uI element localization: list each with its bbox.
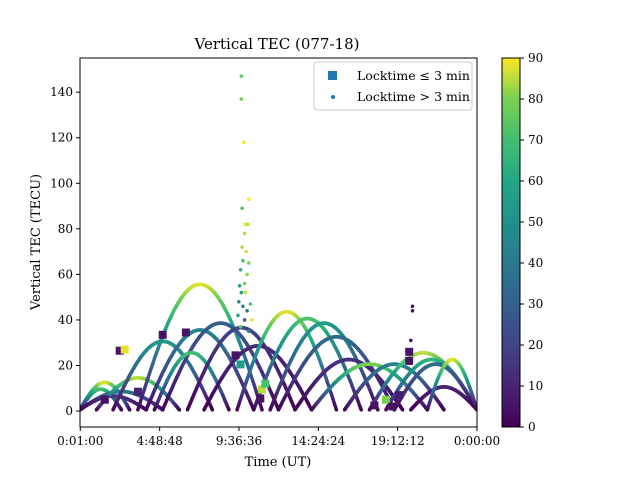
- tec-point: [227, 407, 231, 412]
- locktime-square: [181, 328, 190, 337]
- tec-point: [245, 309, 249, 313]
- legend-dot-marker: [331, 95, 335, 99]
- locktime-square: [388, 402, 397, 411]
- tec-point: [244, 249, 248, 254]
- tec-point: [239, 74, 244, 78]
- colorbar-ticks: 0 10 20 30 40 50 60 70 80 90: [520, 51, 543, 434]
- tec-point: [177, 407, 182, 412]
- legend-label-locktime-short: Locktime ≤ 3 min: [357, 68, 470, 83]
- locktime-square: [120, 345, 129, 354]
- colorbar-tick-label: 30: [528, 297, 543, 311]
- locktime-square: [256, 394, 265, 403]
- colorbar-gradient: [501, 57, 521, 428]
- tec-point: [238, 325, 243, 329]
- y-tick-label: 40: [58, 313, 73, 327]
- tec-point: [238, 268, 243, 272]
- locktime-square: [370, 401, 379, 410]
- tec-point: [210, 407, 215, 412]
- tec-point: [246, 329, 251, 334]
- locktime-square: [382, 395, 390, 404]
- tec-point: [410, 309, 415, 313]
- tec-point: [410, 304, 415, 309]
- tec-point: [250, 318, 254, 322]
- tec-point: [127, 407, 132, 412]
- legend-square-marker: [328, 71, 337, 80]
- colorbar-tick-label: 20: [528, 338, 543, 352]
- colorbar-tick-label: 70: [528, 133, 543, 147]
- tec-point: [400, 407, 405, 412]
- tec-point: [243, 290, 248, 295]
- locktime-square: [395, 391, 404, 400]
- plot-marks: [80, 74, 477, 412]
- tec-point: [119, 407, 124, 412]
- tec-point: [246, 261, 251, 265]
- colorbar-tick-label: 10: [528, 379, 543, 393]
- tec-point: [237, 284, 242, 288]
- y-tick-label: 100: [50, 176, 73, 190]
- x-tick-label: 0:00:00: [454, 434, 500, 448]
- tec-point: [236, 313, 240, 318]
- y-tick-label: 120: [50, 131, 73, 145]
- locktime-square: [133, 387, 142, 396]
- tec-point: [245, 272, 249, 277]
- y-tick-label: 60: [58, 267, 73, 281]
- colorbar-tick-label: 50: [528, 215, 543, 229]
- tec-point: [237, 299, 241, 304]
- legend-label-locktime-long: Locktime > 3 min: [357, 89, 470, 104]
- colorbar-tick-label: 0: [528, 420, 536, 434]
- tec-point: [409, 338, 413, 343]
- chart-title: Vertical TEC (077-18): [194, 35, 360, 53]
- locktime-square: [405, 356, 414, 365]
- tec-point: [242, 318, 247, 322]
- legend-box: [313, 61, 473, 111]
- colorbar-tick-label: 40: [528, 256, 543, 270]
- x-tick-label: 14:24:24: [291, 434, 345, 448]
- tec-point: [241, 258, 245, 263]
- tec-point: [243, 222, 248, 227]
- locktime-square: [405, 347, 414, 356]
- x-tick-label: 9:36:36: [216, 434, 262, 448]
- locktime-square: [100, 395, 109, 404]
- locktime-square: [236, 360, 245, 369]
- colorbar-tick-label: 80: [528, 92, 543, 106]
- tec-point: [246, 222, 250, 227]
- tec-point: [242, 231, 247, 236]
- x-axis-label: Time (UT): [245, 455, 312, 470]
- locktime-square: [258, 385, 266, 394]
- x-tick-label: 4:48:48: [136, 434, 182, 448]
- tec-point: [241, 304, 245, 309]
- y-tick-label: 20: [58, 359, 73, 373]
- y-tick-label: 140: [50, 85, 73, 99]
- tec-point: [240, 206, 244, 211]
- tec-point: [242, 281, 247, 286]
- tec-point: [239, 97, 244, 101]
- x-axis: 0:01:00 4:48:48 9:36:36 14:24:24 19:12:12 0:0…: [57, 427, 500, 448]
- locktime-square: [115, 346, 124, 355]
- x-tick-label: 19:12:12: [371, 434, 425, 448]
- tec-point: [359, 407, 364, 412]
- legend: Locktime ≤ 3 min Locktime > 3 min: [313, 61, 473, 111]
- locktime-square: [158, 330, 167, 339]
- colorbar: 0 10 20 30 40 50 60 70 80 90: [501, 51, 543, 434]
- tec-point: [260, 407, 264, 412]
- tec-point: [239, 290, 244, 295]
- colorbar-tick-label: 90: [528, 51, 543, 65]
- plot-area: [79, 57, 478, 428]
- locktime-square: [231, 351, 240, 360]
- tec-point: [242, 140, 246, 145]
- tec-point: [334, 407, 339, 412]
- y-tick-label: 80: [58, 222, 73, 236]
- tec-point: [248, 302, 253, 306]
- tec-point: [240, 245, 244, 249]
- tec-point: [246, 197, 251, 201]
- tec-point: [442, 407, 446, 412]
- x-tick-label: 0:01:00: [57, 434, 103, 448]
- locktime-square: [261, 379, 270, 388]
- y-axis-label: Vertical TEC (TECU): [29, 174, 44, 311]
- y-tick-label: 0: [65, 404, 73, 418]
- y-axis: 0 20 40 60 80 100 120 140: [50, 85, 80, 418]
- colorbar-tick-label: 60: [528, 174, 543, 188]
